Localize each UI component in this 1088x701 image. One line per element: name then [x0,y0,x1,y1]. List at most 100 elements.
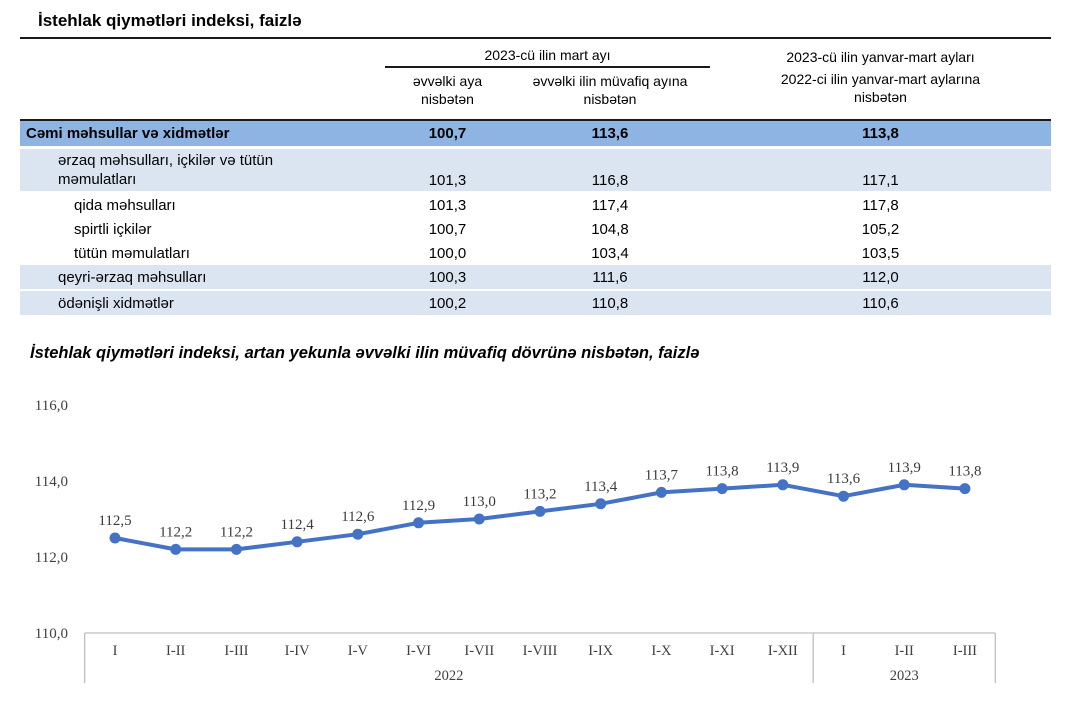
row-value: 100,7 [428,220,467,238]
header-jan-march-line1: 2023-cü ilin yanvar-mart ayları [710,42,1051,66]
x-axis-tick: I-XI [710,643,735,659]
row-label: ərzaq məhsulları, içkilər və tütün məmul… [58,152,274,188]
table-row: ərzaq məhsulları, içkilər və tütün məmul… [20,149,1051,191]
row-value: 113,6 [591,125,629,142]
y-axis-tick: 110,0 [35,626,68,642]
row-value: 100,0 [428,244,467,262]
header-col-prev-year-month: əvvəlki ilin müvafiq ayına nisbətən [510,72,710,108]
x-axis-tick: I-III [953,643,977,659]
data-point-label: 113,0 [463,494,496,510]
row-label: tütün məmulatları [74,244,190,262]
data-point-marker [230,543,242,555]
row-label: qeyri-ərzaq məhsulları [58,268,207,286]
data-point-marker [352,528,364,540]
x-axis-tick: I-V [348,643,369,659]
row-value: 116,8 [591,172,629,189]
data-point-marker [716,483,728,495]
row-value: 100,7 [428,125,467,142]
table-row: qida məhsulları 101,3 117,4 117,8 [20,193,1051,217]
table-row: qeyri-ərzaq məhsulları 100,3 111,6 112,0 [20,265,1051,289]
data-point-label: 113,8 [705,464,738,480]
data-point-marker [959,483,971,495]
x-axis-tick: I-X [651,643,672,659]
table-row: spirtli içkilər 100,7 104,8 105,2 [20,217,1051,241]
data-point-label: 113,6 [827,471,861,487]
header-spacer [20,42,385,108]
data-point-label: 113,4 [584,479,618,495]
x-axis-tick: I-IV [285,643,310,659]
header-col-prev-month: əvvəlki aya nisbətən [385,72,510,108]
data-point-label: 113,8 [948,464,981,480]
data-point-marker [413,517,425,529]
row-value: 111,6 [592,268,628,286]
row-value: 110,8 [591,294,629,312]
row-value: 101,3 [428,172,467,189]
chart-title: İstehlak qiymətləri indeksi, artan yekun… [30,344,700,362]
header-subrow: əvvəlki aya nisbətən əvvəlki ilin müvafi… [385,68,710,108]
row-label: Cəmi məhsullar və xidmətlər [26,125,230,142]
row-value: 117,8 [862,196,899,214]
x-axis-tick: I-VIII [523,643,558,659]
row-value: 100,2 [428,294,467,312]
table-row: tütün məmulatları 100,0 103,4 103,5 [20,241,1051,265]
header-jan-march-line2: 2022-ci ilin yanvar-mart aylarına nisbət… [710,66,1051,106]
x-axis-tick: I-VII [464,643,494,659]
header-jan-march-line1-label: 2023-cü ilin yanvar-mart ayları [786,49,975,65]
x-axis-tick: I [841,643,846,659]
data-point-label: 113,9 [766,460,799,476]
data-point-label: 113,7 [645,467,679,483]
x-axis-tick: I-II [895,643,914,659]
row-label: ödənişli xidmətlər [58,294,174,312]
header-jan-march: 2023-cü ilin yanvar-mart ayları 2022-ci … [710,42,1051,108]
data-point-marker [838,490,850,502]
x-axis-tick: I-II [166,643,185,659]
row-value: 105,2 [861,220,900,238]
data-point-marker [170,543,182,555]
data-point-marker [777,479,789,491]
y-axis-tick: 112,0 [35,550,68,566]
header-col-prev-year-month-label: əvvəlki ilin müvafiq ayına nisbətən [532,73,688,107]
y-axis-tick: 114,0 [35,474,68,490]
data-point-label: 113,9 [888,460,921,476]
x-axis-tick: I-III [224,643,248,659]
row-value: 113,8 [862,125,899,142]
table-header: 2023-cü ilin mart ayı əvvəlki aya nisbət… [20,42,1051,108]
title-underline [20,37,1051,39]
table-body: Cəmi məhsullar və xidmətlər 100,7 113,6 113… [20,119,1051,317]
row-label: qida məhsulları [74,196,176,214]
data-point-label: 112,5 [98,513,131,529]
header-group-label: 2023-cü ilin mart ayı [385,42,710,68]
data-point-label: 112,2 [220,524,253,540]
data-point-marker [655,486,667,498]
data-point-label: 112,6 [341,509,375,525]
data-point-marker [109,532,121,544]
row-value: 117,1 [862,172,899,189]
data-point-marker [473,513,485,525]
data-point-label: 113,2 [523,486,556,502]
header-col-prev-month-label: əvvəlki aya nisbətən [412,73,483,107]
row-value: 100,3 [428,268,467,286]
row-label: spirtli içkilər [74,220,152,238]
row-value: 112,0 [862,268,899,286]
x-axis-tick: I [113,643,118,659]
row-value: 101,3 [428,196,467,214]
data-point-label: 112,4 [281,517,315,533]
data-point-marker [595,498,607,510]
page-title: İstehlak qiymətləri indeksi, faizlə [38,11,302,30]
header-group-march: 2023-cü ilin mart ayı əvvəlki aya nisbət… [385,42,710,108]
row-value: 110,6 [862,294,899,312]
x-axis-year-label: 2022 [434,668,463,684]
table-row: Cəmi məhsullar və xidmətlər 100,7 113,6 113… [20,121,1051,146]
y-axis-tick: 116,0 [35,398,68,414]
data-point-marker [898,479,910,491]
row-value: 103,4 [591,244,629,262]
data-point-marker [534,505,546,517]
table-row: ödənişli xidmətlər 100,2 110,8 110,6 [20,291,1051,315]
row-value: 117,4 [591,196,629,214]
x-axis-tick: I-IX [588,643,613,659]
x-axis-tick: I-VI [406,643,431,659]
x-axis-tick: I-XII [768,643,798,659]
row-value: 103,5 [861,244,900,262]
